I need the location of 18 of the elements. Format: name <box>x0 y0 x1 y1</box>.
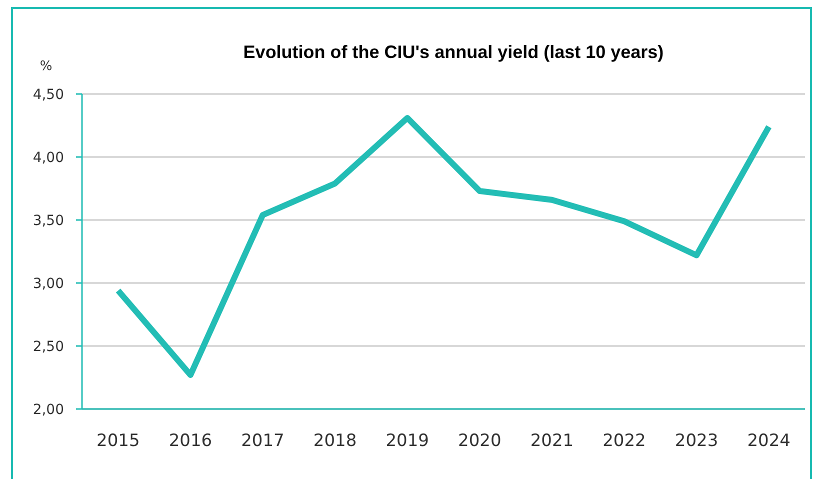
x-tick-label: 2021 <box>530 431 574 451</box>
x-tick-label: 2024 <box>747 431 790 451</box>
y-axis-title: % <box>40 59 52 74</box>
x-tick-label: 2022 <box>602 431 646 451</box>
y-tick-label: 3,50 <box>32 212 64 229</box>
x-tick-label: 2018 <box>313 431 357 451</box>
x-tick-label: 2019 <box>386 431 429 451</box>
x-tick-label: 2015 <box>96 431 140 451</box>
y-tick-label: 4,00 <box>32 150 64 166</box>
x-tick-label: 2016 <box>168 431 212 451</box>
y-tick-label: 2,50 <box>32 338 64 355</box>
y-tick-label: 3,00 <box>32 276 64 292</box>
x-tick-label: 2023 <box>674 431 718 451</box>
x-tick-label: 2020 <box>458 431 502 451</box>
x-tick-label: 2017 <box>241 431 284 451</box>
y-tick-label: 4,50 <box>32 86 64 103</box>
chart-title: Evolution of the CIU's annual yield (last 10 years) <box>243 42 664 62</box>
y-tick-label: 2,00 <box>32 402 64 418</box>
